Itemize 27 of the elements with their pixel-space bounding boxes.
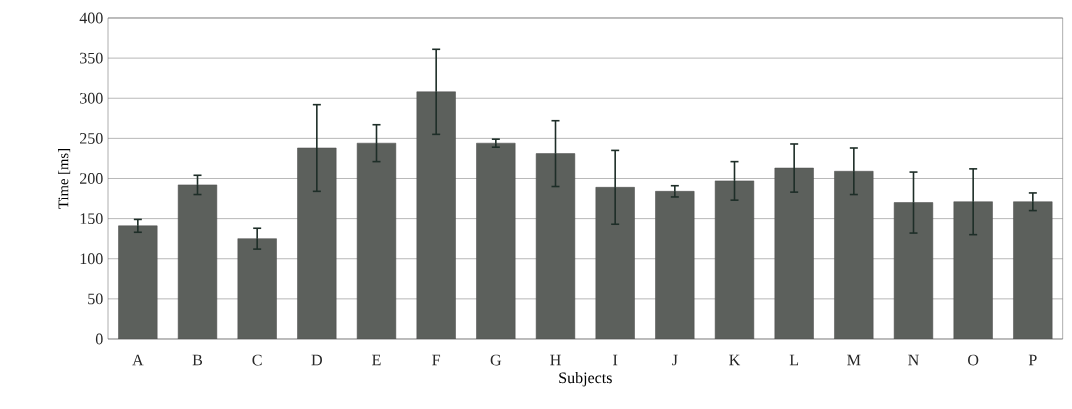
x-tick-label: P [1028, 354, 1037, 366]
x-axis-title: Subjects [559, 371, 612, 387]
y-tick-label: 150 [80, 213, 103, 224]
x-tick-label: K [729, 354, 741, 366]
y-tick-label: 200 [80, 173, 103, 184]
y-tick-label: 0 [95, 333, 103, 345]
x-tick-label: B [192, 354, 203, 366]
x-tick-label: L [789, 354, 799, 366]
y-tick-label: 250 [80, 132, 103, 144]
x-tick-label: D [311, 354, 322, 366]
x-tick-label: J [672, 354, 678, 366]
y-tick-label: 350 [80, 52, 103, 64]
x-tick-label: E [372, 354, 381, 366]
y-tick-label: 100 [80, 253, 103, 265]
y-tick-label: 50 [88, 293, 103, 305]
x-tick-label: I [613, 354, 618, 366]
x-tick-label: M [847, 354, 861, 366]
x-tick-label: G [490, 354, 502, 366]
x-tick-label: F [432, 354, 441, 366]
x-tick-label: N [908, 354, 919, 366]
y-tick-label: 400 [79, 12, 103, 24]
y-axis-title: Time [ms] [58, 149, 71, 209]
x-tick-label: O [968, 354, 979, 366]
y-tick-label: 300 [80, 92, 103, 104]
x-tick-label: H [550, 354, 561, 366]
x-tick-label: A [132, 354, 144, 366]
x-tick-label: C [252, 354, 262, 366]
